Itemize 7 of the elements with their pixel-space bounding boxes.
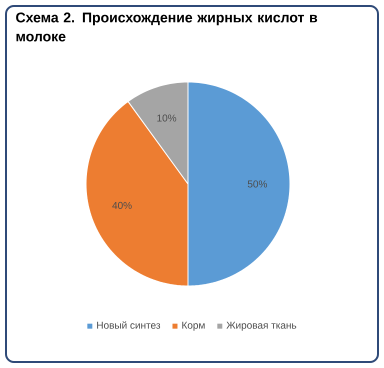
legend-label: Жировая ткань: [226, 322, 296, 331]
data-label: 10%: [157, 114, 176, 122]
legend-label: Корм: [182, 322, 205, 331]
chart-title: Схема 2. Происхождение жирных кислот в молоке: [16, 12, 318, 42]
legend-label: Новый синтез: [97, 321, 160, 329]
data-label: 40%: [112, 202, 132, 209]
data-label: 50%: [248, 180, 268, 188]
